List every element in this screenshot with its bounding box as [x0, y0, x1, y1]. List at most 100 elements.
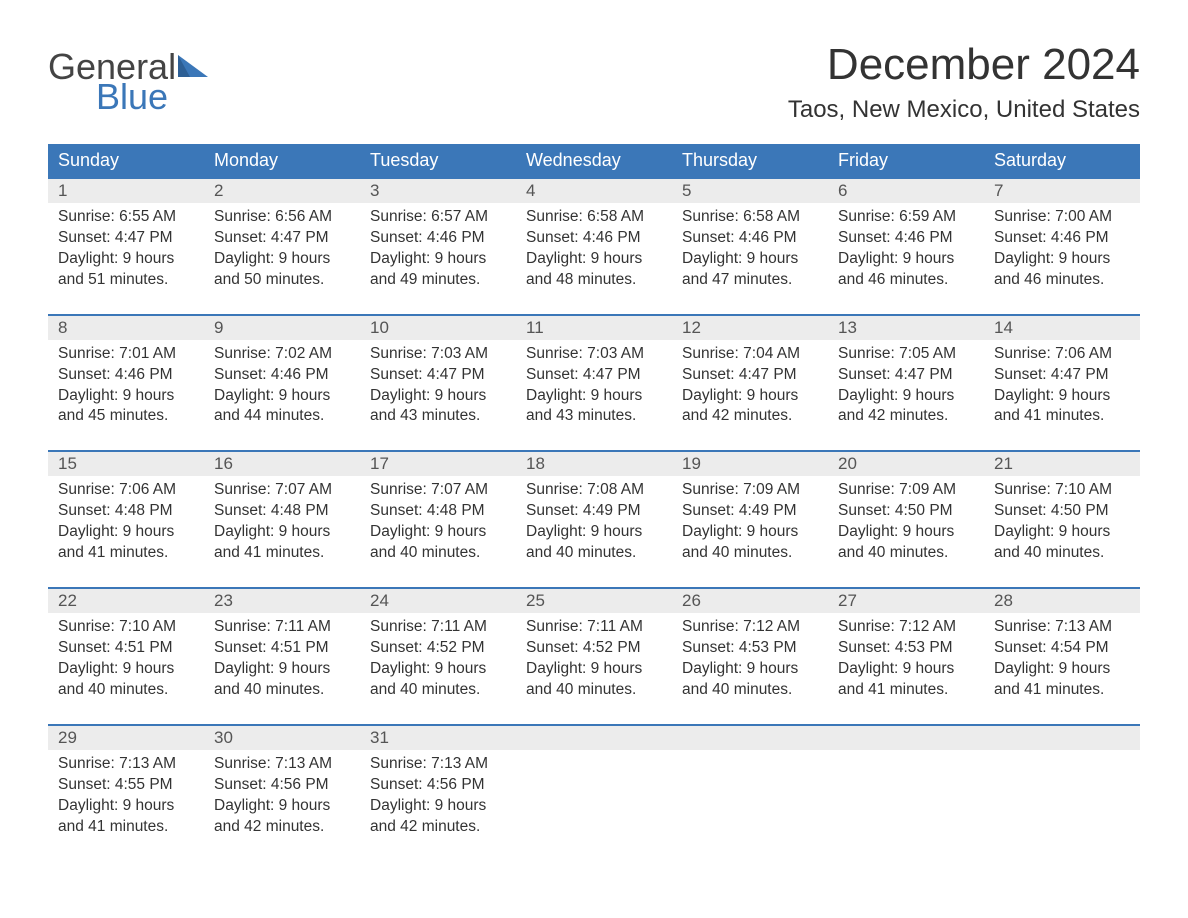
day-data-cell: Sunrise: 6:55 AMSunset: 4:47 PMDaylight:… — [48, 203, 204, 301]
day-number-cell: 28 — [984, 588, 1140, 613]
sunrise-line: Sunrise: 7:09 AM — [682, 480, 818, 501]
day-number-row: 293031 — [48, 725, 1140, 750]
weekday-header: Monday — [204, 144, 360, 178]
day-number-cell: 19 — [672, 451, 828, 476]
daylight-line: Daylight: 9 hours and 44 minutes. — [214, 386, 350, 428]
weekday-header: Sunday — [48, 144, 204, 178]
day-data-cell: Sunrise: 7:09 AMSunset: 4:50 PMDaylight:… — [828, 476, 984, 574]
daylight-line: Daylight: 9 hours and 40 minutes. — [682, 522, 818, 564]
day-data-row: Sunrise: 7:01 AMSunset: 4:46 PMDaylight:… — [48, 340, 1140, 438]
sunset-line: Sunset: 4:56 PM — [214, 775, 350, 796]
day-data-cell: Sunrise: 7:03 AMSunset: 4:47 PMDaylight:… — [516, 340, 672, 438]
sunset-line: Sunset: 4:49 PM — [526, 501, 662, 522]
sunrise-line: Sunrise: 6:58 AM — [682, 207, 818, 228]
day-number-cell: 16 — [204, 451, 360, 476]
day-number-cell: 17 — [360, 451, 516, 476]
day-number-row: 22232425262728 — [48, 588, 1140, 613]
daylight-line: Daylight: 9 hours and 41 minutes. — [838, 659, 974, 701]
day-data-cell: Sunrise: 7:09 AMSunset: 4:49 PMDaylight:… — [672, 476, 828, 574]
day-number-cell: 24 — [360, 588, 516, 613]
sunrise-line: Sunrise: 7:13 AM — [58, 754, 194, 775]
sunrise-line: Sunrise: 6:59 AM — [838, 207, 974, 228]
sunset-line: Sunset: 4:47 PM — [58, 228, 194, 249]
day-number-cell: 1 — [48, 178, 204, 203]
weekday-header: Tuesday — [360, 144, 516, 178]
day-number-row: 15161718192021 — [48, 451, 1140, 476]
day-data-cell: Sunrise: 6:56 AMSunset: 4:47 PMDaylight:… — [204, 203, 360, 301]
daylight-line: Daylight: 9 hours and 40 minutes. — [370, 659, 506, 701]
sunrise-line: Sunrise: 7:11 AM — [370, 617, 506, 638]
daylight-line: Daylight: 9 hours and 42 minutes. — [682, 386, 818, 428]
daylight-line: Daylight: 9 hours and 40 minutes. — [526, 522, 662, 564]
day-number-cell: 15 — [48, 451, 204, 476]
sunrise-line: Sunrise: 6:58 AM — [526, 207, 662, 228]
sunrise-line: Sunrise: 7:03 AM — [370, 344, 506, 365]
day-data-row: Sunrise: 6:55 AMSunset: 4:47 PMDaylight:… — [48, 203, 1140, 301]
daylight-line: Daylight: 9 hours and 41 minutes. — [214, 522, 350, 564]
day-data-row: Sunrise: 7:10 AMSunset: 4:51 PMDaylight:… — [48, 613, 1140, 711]
day-data-cell — [672, 750, 828, 848]
daylight-line: Daylight: 9 hours and 50 minutes. — [214, 249, 350, 291]
day-data-cell: Sunrise: 7:11 AMSunset: 4:52 PMDaylight:… — [360, 613, 516, 711]
sunrise-line: Sunrise: 7:07 AM — [214, 480, 350, 501]
day-data-cell: Sunrise: 7:10 AMSunset: 4:51 PMDaylight:… — [48, 613, 204, 711]
day-data-cell: Sunrise: 7:01 AMSunset: 4:46 PMDaylight:… — [48, 340, 204, 438]
day-data-row: Sunrise: 7:06 AMSunset: 4:48 PMDaylight:… — [48, 476, 1140, 574]
day-number-cell: 5 — [672, 178, 828, 203]
sunset-line: Sunset: 4:48 PM — [370, 501, 506, 522]
sunrise-line: Sunrise: 7:00 AM — [994, 207, 1130, 228]
page-title: December 2024 — [788, 40, 1140, 90]
day-data-cell: Sunrise: 7:11 AMSunset: 4:52 PMDaylight:… — [516, 613, 672, 711]
sunrise-line: Sunrise: 7:07 AM — [370, 480, 506, 501]
day-number-cell: 27 — [828, 588, 984, 613]
daylight-line: Daylight: 9 hours and 42 minutes. — [214, 796, 350, 838]
daylight-line: Daylight: 9 hours and 41 minutes. — [994, 659, 1130, 701]
sunset-line: Sunset: 4:47 PM — [214, 228, 350, 249]
weekday-header: Friday — [828, 144, 984, 178]
day-number-cell: 22 — [48, 588, 204, 613]
sunrise-line: Sunrise: 7:12 AM — [682, 617, 818, 638]
sunset-line: Sunset: 4:46 PM — [838, 228, 974, 249]
sunset-line: Sunset: 4:47 PM — [838, 365, 974, 386]
day-data-row: Sunrise: 7:13 AMSunset: 4:55 PMDaylight:… — [48, 750, 1140, 848]
day-number-cell: 8 — [48, 315, 204, 340]
day-number-cell: 6 — [828, 178, 984, 203]
sunset-line: Sunset: 4:51 PM — [214, 638, 350, 659]
day-number-cell: 14 — [984, 315, 1140, 340]
day-number-cell: 21 — [984, 451, 1140, 476]
sunset-line: Sunset: 4:47 PM — [370, 365, 506, 386]
sunset-line: Sunset: 4:48 PM — [58, 501, 194, 522]
day-number-cell: 25 — [516, 588, 672, 613]
daylight-line: Daylight: 9 hours and 40 minutes. — [994, 522, 1130, 564]
sunset-line: Sunset: 4:52 PM — [526, 638, 662, 659]
sunset-line: Sunset: 4:47 PM — [526, 365, 662, 386]
daylight-line: Daylight: 9 hours and 42 minutes. — [370, 796, 506, 838]
day-number-cell — [984, 725, 1140, 750]
week-spacer — [48, 301, 1140, 315]
day-number-cell — [516, 725, 672, 750]
day-data-cell: Sunrise: 7:13 AMSunset: 4:56 PMDaylight:… — [360, 750, 516, 848]
daylight-line: Daylight: 9 hours and 46 minutes. — [994, 249, 1130, 291]
sunset-line: Sunset: 4:55 PM — [58, 775, 194, 796]
sunrise-line: Sunrise: 7:08 AM — [526, 480, 662, 501]
logo: General Blue — [48, 40, 212, 116]
weekday-header: Wednesday — [516, 144, 672, 178]
calendar-body: 1234567Sunrise: 6:55 AMSunset: 4:47 PMDa… — [48, 178, 1140, 847]
day-number-cell: 23 — [204, 588, 360, 613]
daylight-line: Daylight: 9 hours and 51 minutes. — [58, 249, 194, 291]
day-number-cell: 3 — [360, 178, 516, 203]
sunrise-line: Sunrise: 7:09 AM — [838, 480, 974, 501]
title-block: December 2024 Taos, New Mexico, United S… — [788, 40, 1140, 124]
sunset-line: Sunset: 4:46 PM — [370, 228, 506, 249]
sunrise-line: Sunrise: 7:13 AM — [214, 754, 350, 775]
daylight-line: Daylight: 9 hours and 42 minutes. — [838, 386, 974, 428]
sunset-line: Sunset: 4:49 PM — [682, 501, 818, 522]
sunset-line: Sunset: 4:54 PM — [994, 638, 1130, 659]
day-data-cell: Sunrise: 7:06 AMSunset: 4:48 PMDaylight:… — [48, 476, 204, 574]
day-number-row: 1234567 — [48, 178, 1140, 203]
daylight-line: Daylight: 9 hours and 41 minutes. — [58, 796, 194, 838]
day-number-cell: 30 — [204, 725, 360, 750]
sunset-line: Sunset: 4:47 PM — [682, 365, 818, 386]
day-data-cell: Sunrise: 7:03 AMSunset: 4:47 PMDaylight:… — [360, 340, 516, 438]
day-data-cell: Sunrise: 7:07 AMSunset: 4:48 PMDaylight:… — [204, 476, 360, 574]
